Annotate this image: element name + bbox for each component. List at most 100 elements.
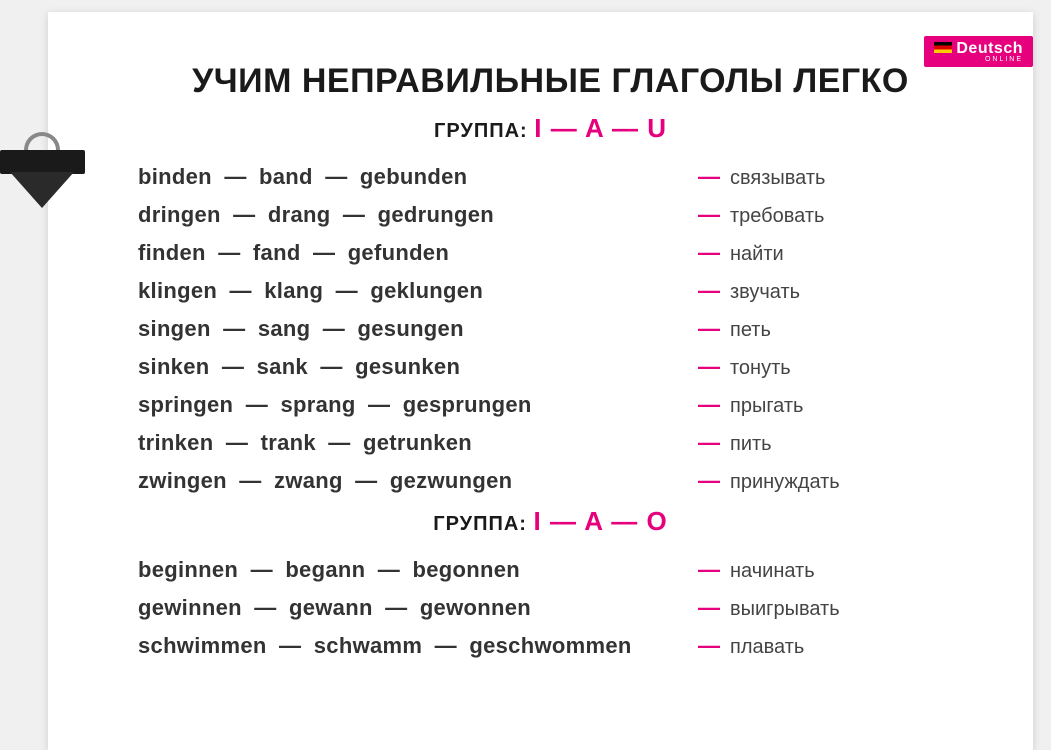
dash-icon: — (239, 392, 274, 417)
group-label: ГРУППА: (434, 120, 534, 142)
verb-form: getrunken (363, 430, 472, 455)
verb-row: klingen — klang — geklungen—звучать (138, 278, 973, 304)
verb-form: schwimmen (138, 633, 267, 658)
verb-forms: gewinnen — gewann — gewonnen (138, 595, 698, 621)
translation-cell: —звучать (698, 278, 973, 304)
dash-icon: — (217, 316, 252, 341)
dash-icon: — (314, 354, 349, 379)
dash-icon: — (248, 595, 283, 620)
translation-cell: —связывать (698, 164, 973, 190)
dash-icon: — (218, 164, 253, 189)
dash-icon: — (362, 392, 397, 417)
verb-form: gewinnen (138, 595, 242, 620)
verb-forms: dringen — drang — gedrungen (138, 202, 698, 228)
verb-form: zwang (274, 468, 343, 493)
verb-form: gefunden (348, 240, 449, 265)
verb-form: beginnen (138, 557, 238, 582)
dash-icon: — (379, 595, 414, 620)
translation-text: выигрывать (730, 598, 840, 620)
group-label: ГРУППА: (433, 513, 533, 535)
verb-forms: zwingen — zwang — gezwungen (138, 468, 698, 494)
dash-icon: — (212, 240, 247, 265)
dash-icon: — (223, 278, 258, 303)
translation-text: найти (730, 243, 784, 265)
verb-form: gebunden (360, 164, 468, 189)
verb-forms: sinken — sank — gesunken (138, 354, 698, 380)
verb-form: springen (138, 392, 233, 417)
verb-forms: beginnen — begann — begonnen (138, 557, 698, 583)
translation-text: принуждать (730, 471, 840, 493)
translation-cell: —пить (698, 430, 973, 456)
verb-form: dringen (138, 202, 221, 227)
brand-subtitle: ONLINE (934, 56, 1023, 63)
dash-icon: — (329, 278, 364, 303)
verb-form: binden (138, 164, 212, 189)
verb-form: trank (261, 430, 316, 455)
dash-icon: — (698, 240, 720, 265)
verb-form: begann (285, 557, 365, 582)
brand-logo: Deutsch ONLINE (924, 36, 1033, 67)
verb-row: singen — sang — gesungen — петь (138, 316, 973, 342)
verb-form: gesprungen (403, 392, 532, 417)
dash-icon: — (698, 164, 720, 189)
dash-icon: — (233, 468, 268, 493)
verb-form: sang (258, 316, 311, 341)
dash-icon: — (604, 113, 647, 143)
dash-icon: — (307, 240, 342, 265)
dash-icon: — (216, 354, 251, 379)
verb-form: gezwungen (390, 468, 512, 493)
verb-row: finden — fand — gefunden—найти (138, 240, 973, 266)
verb-forms: trinken — trank — getrunken (138, 430, 698, 456)
verb-row: dringen — drang — gedrungen— требовать (138, 202, 973, 228)
dash-icon: — (698, 316, 720, 341)
translation-cell: — принуждать (698, 468, 973, 494)
dash-icon: — (542, 113, 584, 143)
dash-icon: — (698, 392, 720, 417)
translation-text: требовать (730, 205, 824, 227)
dash-icon: — (698, 468, 720, 493)
translation-cell: — найти (698, 240, 973, 266)
dash-icon: — (244, 557, 279, 582)
verb-form: geklungen (370, 278, 483, 303)
verb-row: schwimmen — schwamm — geschwommen—плават… (138, 633, 973, 659)
dash-icon: — (322, 430, 357, 455)
verb-form: trinken (138, 430, 213, 455)
dash-icon: — (542, 506, 584, 536)
dash-icon: — (698, 595, 720, 620)
verb-form: schwamm (314, 633, 422, 658)
dash-icon: — (219, 430, 254, 455)
translation-cell: — тонуть (698, 354, 973, 380)
dash-icon: — (698, 278, 720, 303)
verb-form: gedrungen (378, 202, 494, 227)
pattern-letter: U (647, 113, 667, 143)
dash-icon: — (698, 633, 720, 658)
dash-icon: — (227, 202, 262, 227)
pattern-letter: A (585, 113, 604, 143)
binder-clip-icon (0, 130, 90, 220)
verb-row: sinken — sank — gesunken— тонуть (138, 354, 973, 380)
verb-row: beginnen — begann — begonnen—начинать (138, 557, 973, 583)
verb-form: gesungen (358, 316, 464, 341)
verb-row: binden — band — gebunden—связывать (138, 164, 973, 190)
verb-form: singen (138, 316, 211, 341)
translation-cell: — петь (698, 316, 973, 342)
group-pattern: I — A — U (534, 113, 667, 143)
translation-text: петь (730, 319, 771, 341)
dash-icon: — (428, 633, 463, 658)
verb-form: gesunken (355, 354, 460, 379)
translation-text: плавать (730, 636, 804, 658)
brand-name: Deutsch (956, 40, 1023, 57)
group-pattern: I — A — O (534, 506, 668, 536)
translation-cell: — плавать (698, 633, 973, 659)
dash-icon: — (603, 506, 646, 536)
verb-form: sank (257, 354, 308, 379)
pattern-letter: O (647, 506, 668, 536)
verb-form: sprang (280, 392, 355, 417)
verb-forms: springen — sprang — gesprungen (138, 392, 698, 418)
pattern-letter: I (534, 506, 542, 536)
verb-form: klang (264, 278, 323, 303)
page-card: Deutsch ONLINE УЧИМ НЕПРАВИЛЬНЫЕ ГЛАГОЛЫ… (48, 12, 1033, 750)
verb-row: trinken — trank — getrunken—пить (138, 430, 973, 456)
translation-text: тонуть (730, 357, 791, 379)
dash-icon: — (698, 354, 720, 379)
